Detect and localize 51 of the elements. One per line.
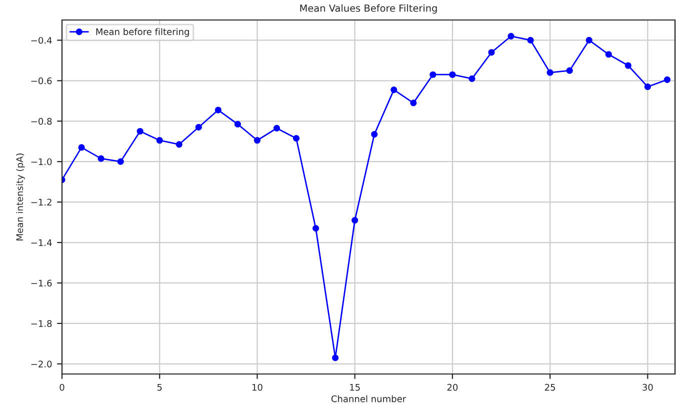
point [488, 49, 495, 56]
point [292, 135, 300, 142]
y-tick-label: −1.8 [31, 320, 52, 327]
y-tick-label: −2.0 [31, 360, 52, 368]
point [254, 137, 261, 144]
y-tick-label: −0.4 [31, 36, 52, 44]
y-tick-label: −1.6 [31, 280, 52, 287]
point [371, 130, 378, 138]
point [234, 120, 241, 128]
legend-label: Mean before filtering [96, 28, 189, 37]
y-tick-label: −0.6 [31, 77, 52, 84]
point [332, 354, 339, 362]
point [136, 128, 144, 135]
point [644, 83, 651, 90]
point [410, 100, 417, 106]
y-tick-label: −1.0 [31, 158, 52, 166]
point [117, 158, 124, 165]
x-tick-label: 25 [544, 384, 556, 391]
x-tick-label: 20 [447, 384, 458, 391]
point [468, 75, 476, 82]
point [312, 225, 320, 232]
chart-title: Mean Values Before Filtering [300, 4, 437, 14]
point [566, 67, 573, 74]
point [546, 69, 554, 76]
x-axis-title: Channel number [331, 395, 406, 402]
point [214, 106, 222, 114]
point [390, 86, 398, 94]
point [449, 71, 456, 78]
point [430, 71, 436, 78]
point [273, 124, 280, 132]
y-tick-label: −1.2 [31, 198, 52, 206]
point [624, 62, 632, 69]
point [352, 216, 358, 224]
point [586, 36, 592, 44]
y-axis-title: Mean intensity (pA) [16, 154, 25, 240]
point [664, 76, 670, 83]
point [78, 144, 85, 151]
point [98, 155, 104, 162]
x-tick-label: 10 [252, 384, 262, 391]
y-tick-label: −1.4 [31, 239, 52, 246]
point [605, 51, 612, 58]
point [527, 36, 534, 44]
x-tick-label: 15 [350, 384, 360, 391]
point [195, 124, 202, 131]
point [156, 137, 163, 144]
point [176, 141, 182, 148]
point [508, 32, 514, 40]
x-tick-label: 30 [642, 384, 653, 391]
x-tick-label: 5 [157, 384, 162, 391]
y-tick-label: −0.8 [31, 118, 52, 125]
x-tick-label: 0 [60, 384, 64, 391]
